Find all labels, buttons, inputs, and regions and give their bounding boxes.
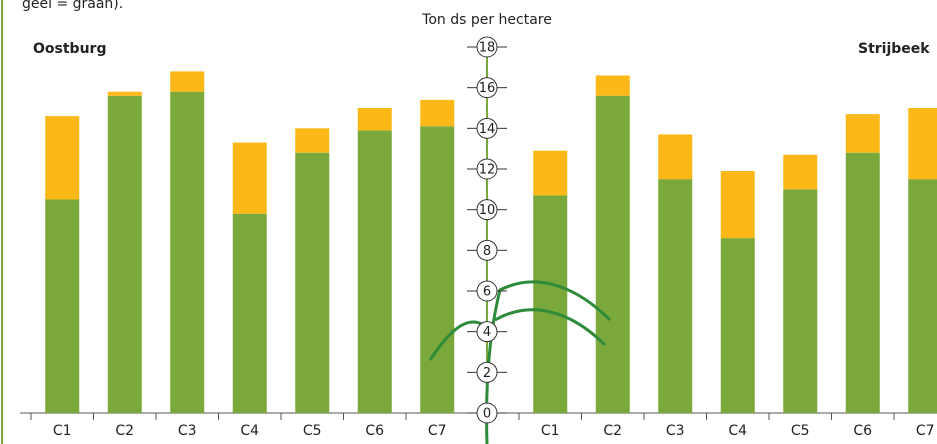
bar-segment <box>108 92 142 96</box>
bar-segment <box>846 153 880 413</box>
bar-segment <box>420 100 454 126</box>
x-tick-label: C6 <box>853 423 872 439</box>
x-tick-label: C3 <box>178 423 197 439</box>
bar-segment <box>783 189 817 413</box>
bar-segment <box>358 108 392 130</box>
bar-segment <box>533 151 567 196</box>
bar-segment <box>721 238 755 413</box>
bar-segment <box>358 130 392 413</box>
bar-segment <box>596 96 630 413</box>
caption: geel = graan). <box>22 0 123 12</box>
x-tick-label: C6 <box>365 423 384 439</box>
bar-segment <box>721 171 755 238</box>
bar-segment <box>846 114 880 153</box>
plant <box>430 282 610 444</box>
y-tick-label: 16 <box>479 81 496 96</box>
bar-segment <box>45 200 79 414</box>
bar-segment <box>533 195 567 413</box>
x-tick-label: C1 <box>53 423 72 439</box>
bar-segment <box>170 71 204 91</box>
y-tick-label: 12 <box>479 163 496 178</box>
x-tick-label: C5 <box>303 423 322 439</box>
x-tick-label: C4 <box>240 423 259 439</box>
bar-segment <box>420 126 454 413</box>
y-tick-label: 4 <box>483 325 491 340</box>
bar-segment <box>295 153 329 413</box>
bar-segment <box>108 96 142 413</box>
x-tick-label: C4 <box>728 423 747 439</box>
x-tick-label: C7 <box>428 423 447 439</box>
panel-title: Oostburg <box>33 41 106 57</box>
x-tick-label: C1 <box>541 423 560 439</box>
y-tick-label: 8 <box>483 244 491 259</box>
x-tick-label: C2 <box>603 423 622 439</box>
y-tick-label: 0 <box>483 407 491 422</box>
y-tick-label: 10 <box>479 203 496 218</box>
y-tick-label: 14 <box>479 122 496 137</box>
y-tick-label: 6 <box>483 285 491 300</box>
bar-segment <box>45 116 79 199</box>
bar-segment <box>233 143 267 214</box>
bar-segment <box>658 179 692 413</box>
bar-segment <box>596 75 630 95</box>
bar-segment <box>658 134 692 179</box>
bar-segment <box>783 155 817 190</box>
x-tick-label: C7 <box>916 423 935 439</box>
x-tick-label: C5 <box>791 423 810 439</box>
x-tick-label: C3 <box>666 423 685 439</box>
panel-title: Strijbeek <box>858 41 930 57</box>
bar-segment <box>233 214 267 413</box>
bar-segment <box>908 108 937 179</box>
y-tick-label: 18 <box>479 41 496 56</box>
y-tick-label: 2 <box>483 366 491 381</box>
axis-title: Ton ds per hectare <box>421 12 552 28</box>
bar-segment <box>295 128 329 152</box>
bar-segment <box>170 92 204 413</box>
chart: geel = graan). Ton ds per hectare Oostbu… <box>0 0 937 444</box>
bar-segment <box>908 179 937 413</box>
x-tick-label: C2 <box>115 423 134 439</box>
